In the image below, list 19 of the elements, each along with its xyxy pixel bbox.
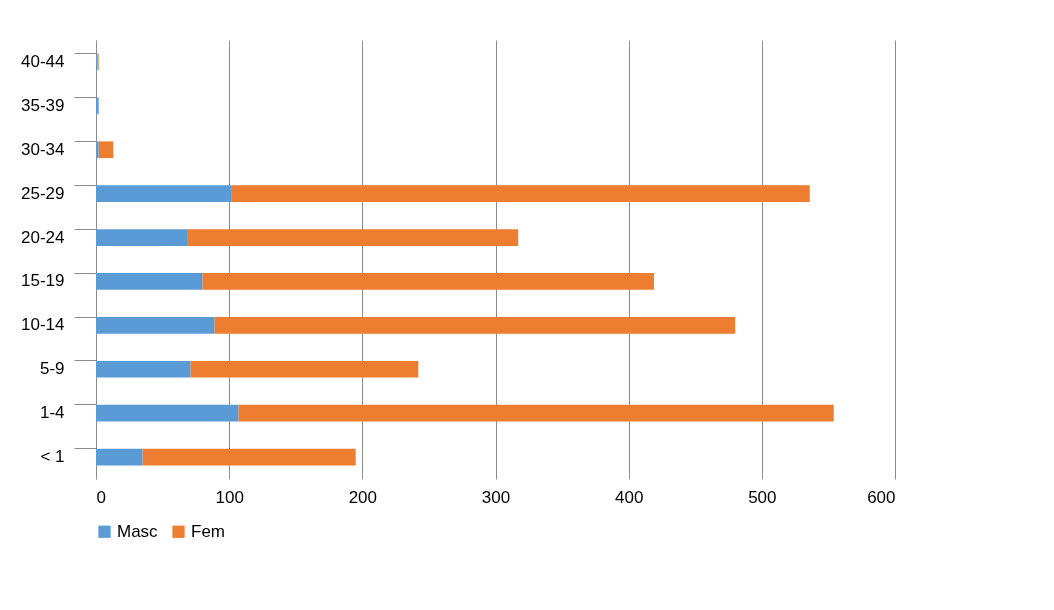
y-tick-label: 20-24	[21, 227, 65, 247]
x-tick-label: 500	[748, 487, 777, 507]
x-tick-label: 400	[614, 487, 644, 507]
legend-label: Fem	[191, 521, 225, 541]
x-tick-label: 300	[481, 487, 511, 507]
x-tick-label: 0	[96, 487, 106, 507]
y-tick-label: 15-19	[21, 271, 65, 291]
y-tick-label: 40-44	[21, 51, 65, 71]
legend-label: Masc	[117, 521, 159, 541]
y-tick-label: 1-4	[39, 403, 65, 423]
y-tick-label: 35-39	[21, 95, 65, 115]
x-tick-label: 200	[348, 487, 378, 507]
x-tick-label: 100	[215, 487, 244, 507]
y-tick-label: 10-14	[21, 315, 65, 335]
y-tick-label: 25-29	[21, 183, 65, 203]
y-tick-label: < 1	[40, 447, 65, 467]
y-tick-label: 30-34	[21, 139, 65, 159]
y-tick-label: 5-9	[39, 359, 65, 379]
x-tick-label: 600	[867, 487, 896, 507]
